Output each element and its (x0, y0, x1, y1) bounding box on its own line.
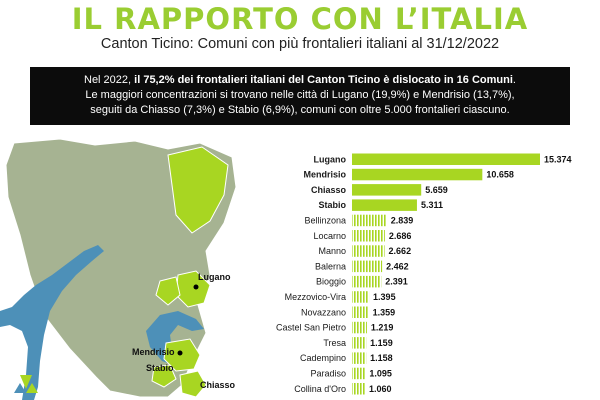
bar-value-bioggio: 2.391 (385, 277, 408, 287)
bar-value-lugano: 15.374 (544, 154, 572, 164)
bar-value-castel-san-pietro: 1.219 (371, 323, 394, 333)
intro-line-3: seguiti da Chiasso (7,3%) e Stabio (6,9%… (90, 104, 510, 116)
bar-label-novazzano: Novazzano (301, 307, 346, 317)
bar-mezzovico-vira (352, 291, 370, 303)
logo-mark (14, 375, 38, 393)
bar-label-paradiso: Paradiso (310, 368, 346, 378)
mendrisio-dot (177, 350, 183, 356)
bar-label-balerna: Balerna (315, 261, 346, 271)
map-label-chiasso: Chiasso (200, 380, 236, 390)
page-subtitle: Canton Ticino: Comuni con più frontalier… (100, 36, 500, 52)
map-label-mendrisio: Mendrisio (132, 347, 175, 357)
bar-stabio (352, 199, 417, 211)
bar-bioggio (352, 275, 382, 288)
bar-label-castel-san-pietro: Castel San Pietro (276, 323, 346, 333)
bar-mendrisio (352, 168, 483, 181)
bar-value-manno: 2.662 (389, 246, 412, 256)
map-label-stabio: Stabio (146, 363, 174, 373)
intro-line-1: Nel 2022, il 75,2% dei frontalieri itali… (30, 73, 570, 88)
bar-value-stabio: 5.311 (421, 200, 443, 210)
ticino-map: Lugano Mendrisio Stabio Chiasso (0, 138, 237, 400)
bar-value-novazzano: 1.359 (373, 307, 396, 317)
bar-collina-d-oro (352, 383, 365, 395)
bar-label-locarno: Locarno (313, 231, 346, 241)
bar-lugano (352, 153, 540, 165)
bar-balerna (352, 260, 383, 273)
intro-line-1-prefix: Nel 2022, (84, 74, 135, 86)
bar-novazzano (352, 306, 369, 318)
map-label-lugano: Lugano (198, 272, 231, 282)
bar-paradiso (352, 367, 366, 380)
bar-label-cadempino: Cadempino (300, 353, 346, 363)
bar-value-paradiso: 1.095 (369, 368, 392, 378)
intro-line-2: Le maggiori concentrazioni si trovano ne… (85, 89, 515, 101)
bar-value-cadempino: 1.158 (370, 353, 393, 363)
bar-value-mezzovico-vira: 1.395 (373, 292, 396, 302)
intro-banner: Nel 2022, il 75,2% dei frontalieri itali… (30, 67, 570, 125)
commune-highlight-lugano-west (155, 276, 181, 306)
bar-value-locarno: 2.686 (389, 231, 412, 241)
bar-chiasso (352, 184, 422, 196)
bar-label-mezzovico-vira: Mezzovico-Vira (285, 292, 346, 302)
bar-label-stabio: Stabio (318, 200, 346, 210)
bar-value-chiasso: 5.659 (425, 185, 448, 195)
bar-locarno (352, 230, 385, 242)
lake-lugano (146, 311, 204, 367)
bar-value-mendrisio: 10.658 (486, 170, 514, 180)
bar-label-bellinzona: Bellinzona (304, 215, 346, 225)
bar-tresa (352, 337, 367, 349)
bar-cadempino (352, 352, 367, 364)
bar-value-balerna: 2.462 (386, 261, 409, 271)
bar-manno (352, 245, 385, 257)
intro-line-1-suffix: . (512, 74, 516, 86)
bar-bellinzona (352, 214, 387, 227)
commune-highlight-north (167, 146, 229, 234)
bar-label-tresa: Tresa (323, 338, 346, 348)
bar-label-chiasso: Chiasso (311, 185, 347, 195)
commune-chiasso (179, 370, 207, 398)
commune-stabio (151, 364, 177, 388)
page-title: IL RAPPORTO CON L’ITALIA (71, 2, 529, 36)
bar-label-collina-d-oro: Collina d'Oro (294, 384, 346, 394)
lake-maggiore (0, 245, 104, 400)
bar-label-mendrisio: Mendrisio (303, 170, 346, 180)
bar-label-manno: Manno (318, 246, 346, 256)
bar-castel-san-pietro (352, 321, 367, 334)
commune-mendrisio (163, 338, 201, 372)
bar-value-tresa: 1.159 (370, 338, 393, 348)
bar-label-bioggio: Bioggio (316, 277, 346, 287)
bar-value-bellinzona: 2.839 (391, 215, 414, 225)
intro-line-1-bold: il 75,2% dei frontalieri italiani del Ca… (134, 74, 513, 86)
bar-label-lugano: Lugano (314, 154, 347, 164)
bar-value-collina-d-oro: 1.060 (369, 384, 392, 394)
lugano-dot (193, 284, 199, 290)
